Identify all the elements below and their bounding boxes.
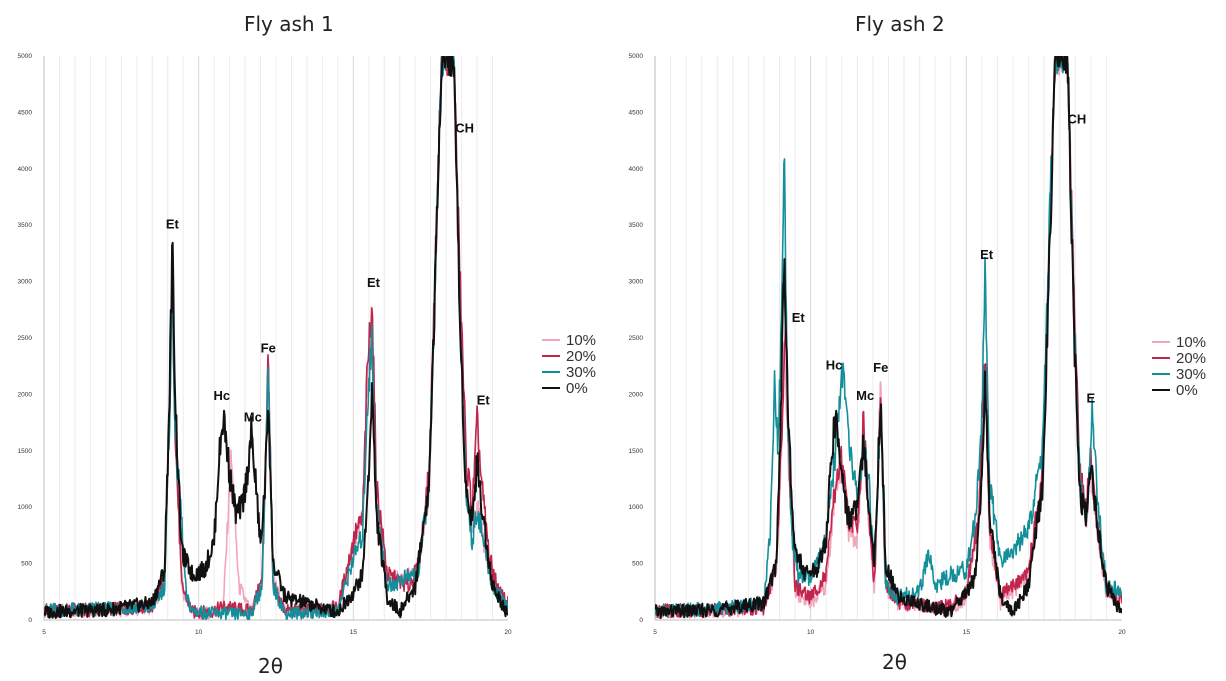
peak-label: Et	[980, 247, 994, 262]
legend-label: 10%	[566, 331, 597, 349]
y-tick-label: 2000	[18, 391, 33, 398]
y-tick-label: 2000	[629, 391, 644, 398]
legend-label: 0%	[566, 379, 588, 397]
peak-label: E	[1087, 390, 1096, 405]
y-tick-label: 0	[639, 617, 643, 624]
y-tick-label: 3500	[18, 222, 33, 229]
x-tick-label: 15	[963, 629, 971, 636]
y-tick-label: 5000	[629, 53, 644, 60]
legend-swatch	[542, 355, 560, 357]
peak-label: CH	[455, 121, 474, 136]
peak-label: Et	[477, 393, 491, 408]
peak-label: Fe	[261, 341, 276, 356]
y-tick-label: 500	[632, 561, 643, 568]
legend-item: 0%	[1152, 381, 1206, 399]
peak-label: Et	[166, 217, 180, 232]
peak-label: Et	[792, 310, 806, 325]
chart-fly-ash-2: 0 500 1000 1500 2000 2500 3000 3500 4000 4500 5000…	[629, 53, 1126, 636]
y-tick-label: 4500	[629, 109, 644, 116]
x-tick-label: 20	[504, 629, 512, 636]
y-tick-label: 1000	[629, 504, 644, 511]
legend-swatch	[1152, 341, 1170, 343]
peak-label: Hc	[214, 388, 231, 403]
legend-item: 30%	[542, 363, 597, 381]
legend-label: 0%	[1176, 381, 1198, 399]
legend-item: 20%	[542, 347, 597, 365]
x-tick-label: 10	[807, 629, 815, 636]
peak-label: Hc	[826, 358, 843, 373]
y-tick-label: 4000	[18, 166, 33, 173]
legend-item: 20%	[1152, 349, 1207, 367]
x-axis-title-fly-ash-2: 2θ	[882, 650, 907, 674]
y-tick-label: 2500	[629, 335, 644, 342]
series-line-0pct	[655, 56, 1122, 620]
chart-title-fly-ash-2: Fly ash 2	[855, 12, 945, 36]
peak-label: Et	[367, 275, 381, 290]
legend-label: 30%	[1176, 365, 1207, 383]
y-tick-label: 1000	[18, 504, 33, 511]
x-tick-label: 5	[42, 629, 46, 636]
peak-label: Mc	[856, 388, 874, 403]
peak-label: Fe	[873, 360, 888, 375]
legend-label: 30%	[566, 363, 597, 381]
peak-label: Mc	[244, 409, 262, 424]
x-tick-label: 10	[195, 629, 203, 636]
legend-swatch	[1152, 389, 1170, 391]
y-tick-label: 3000	[18, 279, 33, 286]
chart-title-fly-ash-1: Fly ash 1	[244, 12, 334, 36]
legend-item: 0%	[542, 379, 596, 397]
legend-item: 10%	[542, 331, 597, 349]
legend-label: 20%	[566, 347, 597, 365]
legend-label: 20%	[1176, 349, 1207, 367]
legend-swatch	[542, 371, 560, 373]
y-tick-label: 1500	[629, 448, 644, 455]
legend-swatch	[1152, 357, 1170, 359]
y-tick-label: 5000	[18, 53, 33, 60]
y-tick-label: 2500	[18, 335, 33, 342]
y-tick-label: 0	[28, 617, 32, 624]
x-tick-label: 15	[350, 629, 358, 636]
legend-item: 30%	[1152, 365, 1207, 383]
series-line-0pct	[44, 56, 508, 620]
legend-swatch	[542, 339, 560, 341]
y-tick-label: 4500	[18, 109, 33, 116]
legend-swatch	[542, 387, 560, 389]
x-axis-title-fly-ash-1: 2θ	[258, 654, 283, 678]
peak-label: CH	[1067, 112, 1086, 127]
y-tick-label: 1500	[18, 448, 33, 455]
legend-fly-ash-1: 10% 20% 30% 0%	[542, 331, 597, 397]
y-tick-label: 3500	[629, 222, 644, 229]
chart-fly-ash-1: 0 500 1000 1500 2000 2500 3000 3500 4000 4500 5000…	[18, 53, 512, 636]
x-tick-label: 20	[1118, 629, 1126, 636]
legend-item: 10%	[1152, 333, 1207, 351]
legend-swatch	[1152, 373, 1170, 375]
y-tick-label: 500	[21, 561, 32, 568]
x-tick-label: 5	[653, 629, 657, 636]
legend-fly-ash-2: 10% 20% 30% 0%	[1152, 333, 1207, 399]
legend-label: 10%	[1176, 333, 1207, 351]
y-tick-label: 4000	[629, 166, 644, 173]
y-tick-label: 3000	[629, 279, 644, 286]
